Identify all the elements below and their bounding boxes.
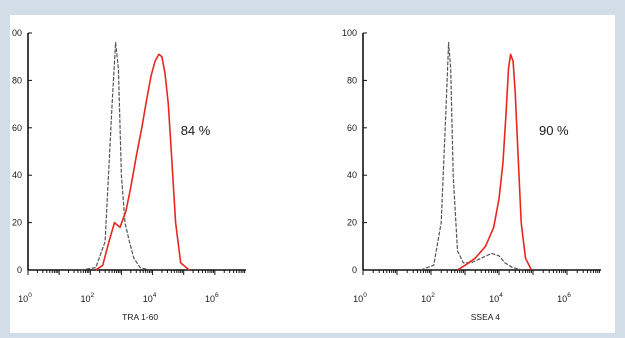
x-tick-label: 100 [18,292,32,304]
y-tick-label: 80 [347,75,357,85]
stained-histogram-line [457,53,533,271]
x-tick-label: 104 [489,292,503,304]
x-tick-label: 104 [143,292,157,304]
histogram-tra-1-60: 100 102 104 106 0 20 40 60 80 00 84 % TRA 1-60 [12,28,246,322]
stained-histogram-line [95,53,190,271]
x-tick-label: 102 [421,292,435,304]
x-tick-label: 100 [353,292,367,304]
y-tick-label: 0 [352,265,357,275]
control-histogram-line [420,41,523,271]
y-tick-label: 60 [12,123,22,133]
percentage-annotation: 90 % [539,123,569,138]
control-histogram-line [80,41,150,271]
x-axis-title: SSEA 4 [471,312,501,322]
x-axis-title: TRA 1-60 [122,312,158,322]
y-tick-label: 100 [342,28,357,38]
y-tick-label: 60 [347,123,357,133]
y-tick-label: 40 [347,170,357,180]
percentage-annotation: 84 % [181,123,211,138]
y-tick-label: 80 [12,75,22,85]
y-tick-label: 0 [17,265,22,275]
x-tick-label: 106 [205,292,219,304]
figure-panel: 100 102 104 106 0 20 40 60 80 00 84 % TRA 1-60 100 1… [10,15,615,333]
x-tick-label: 102 [80,292,94,304]
x-tick-label: 106 [557,292,571,304]
y-tick-label: 20 [347,218,357,228]
histogram-ssea-4: 100 102 104 106 0 20 40 60 80 100 90 % SSEA 4 [342,28,601,322]
y-tick-label: 00 [12,28,22,38]
y-tick-label: 40 [12,170,22,180]
y-tick-label: 20 [12,218,22,228]
